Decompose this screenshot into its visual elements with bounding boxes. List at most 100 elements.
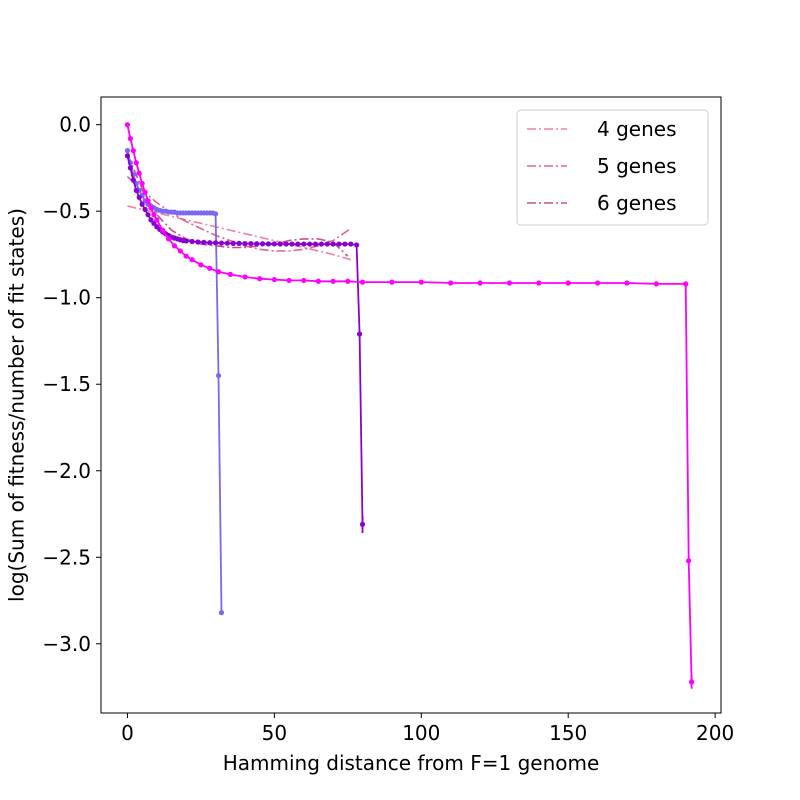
y-tick-label: −1.0 [42, 286, 91, 310]
data-point [283, 241, 289, 247]
data-point [354, 242, 360, 248]
plot-frame [100, 96, 722, 714]
data-point [477, 280, 483, 286]
data-point [171, 243, 178, 249]
data-point [536, 280, 542, 286]
y-tick-label: −0.5 [42, 199, 91, 223]
series-line-1 [127, 205, 352, 261]
data-point [183, 238, 189, 244]
x-axis: 0 50 100 150 200 [121, 713, 734, 745]
data-point [271, 276, 277, 283]
data-point [336, 241, 342, 247]
x-tick-label: 150 [549, 721, 587, 745]
legend: 4 genes 5 genes 6 genes [516, 109, 709, 226]
data-point [215, 269, 222, 275]
y-tick-label: −3.0 [42, 632, 91, 656]
data-point [236, 240, 242, 246]
y-tick-label: −2.5 [42, 545, 91, 569]
data-point [277, 241, 283, 247]
data-point [142, 189, 148, 195]
legend-label: 6 genes [597, 191, 676, 215]
data-point [315, 278, 322, 284]
data-point [183, 253, 189, 259]
series-line-4 [126, 150, 223, 613]
data-point [224, 240, 230, 246]
data-point [160, 227, 166, 233]
data-point [686, 558, 692, 564]
data-point [286, 277, 292, 284]
x-tick-label: 200 [696, 721, 734, 745]
data-point [124, 153, 131, 159]
data-point [139, 201, 145, 207]
data-point [189, 257, 195, 263]
series-line-2 [126, 176, 352, 252]
data-point [330, 241, 336, 247]
data-point [356, 331, 363, 337]
legend-box [516, 109, 709, 226]
x-tick-label: 50 [262, 721, 287, 745]
data-point [127, 165, 133, 171]
x-tick-label: 0 [121, 721, 134, 745]
data-point [683, 281, 689, 287]
series-line-3 [126, 153, 349, 257]
data-point [215, 372, 222, 379]
data-point [124, 148, 131, 154]
data-point [201, 239, 207, 245]
data-point [136, 194, 142, 200]
data-point [260, 241, 266, 247]
data-point [330, 278, 336, 284]
data-point [218, 240, 225, 246]
data-point [195, 239, 201, 245]
data-point [653, 281, 659, 287]
data-point [318, 241, 324, 247]
data-point [139, 180, 145, 187]
plot-area [124, 122, 695, 689]
data-point [289, 241, 295, 247]
data-point [265, 241, 272, 247]
data-point [230, 240, 236, 246]
data-point [594, 280, 601, 286]
data-point [133, 160, 139, 166]
data-point [177, 248, 183, 254]
data-point [345, 278, 351, 284]
data-point [389, 279, 395, 285]
data-point [324, 241, 330, 247]
data-point [130, 177, 136, 183]
legend-label: 5 genes [597, 154, 676, 178]
data-point [342, 241, 348, 247]
data-point [301, 277, 307, 284]
data-point [254, 241, 260, 247]
data-point [218, 610, 225, 616]
data-point [295, 241, 301, 247]
data-point [198, 262, 204, 268]
data-point [151, 212, 157, 218]
y-axis-label: log(Sum of fitness/number of fit states) [5, 208, 29, 602]
data-point [148, 205, 154, 211]
y-tick-label: −2.0 [42, 459, 91, 483]
data-point [124, 122, 131, 128]
x-tick-label: 100 [402, 721, 440, 745]
data-point [359, 279, 366, 285]
data-point [301, 241, 307, 247]
data-point [418, 279, 424, 285]
y-tick-label: −1.5 [42, 372, 91, 396]
data-point [189, 238, 195, 245]
legend-label: 4 genes [597, 117, 676, 141]
data-point [154, 217, 160, 223]
data-point [136, 170, 142, 176]
data-point [148, 217, 154, 223]
y-tick-label: 0.0 [59, 113, 91, 137]
data-point [257, 276, 263, 282]
data-point [142, 206, 148, 213]
data-point [165, 236, 172, 242]
data-point [624, 280, 630, 286]
data-point [207, 240, 213, 246]
data-point [506, 280, 513, 286]
data-point [151, 220, 157, 226]
data-point [127, 135, 133, 142]
x-axis-label: Hamming distance from F=1 genome [223, 751, 600, 775]
data-point [207, 265, 213, 271]
series-layer [124, 122, 695, 689]
data-point [242, 274, 248, 280]
